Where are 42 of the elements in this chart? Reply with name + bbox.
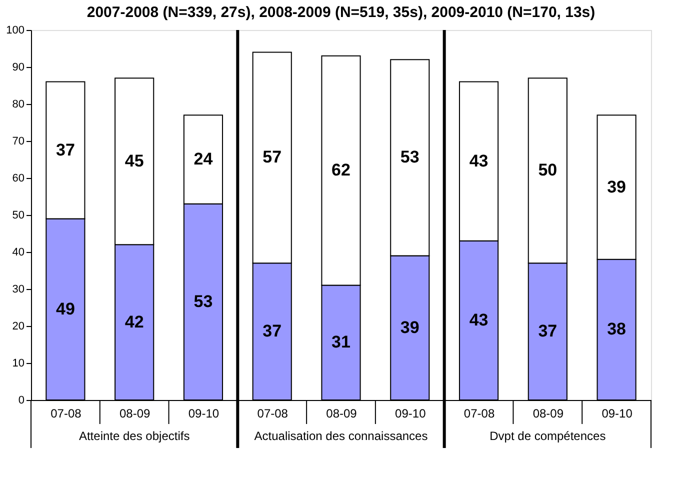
data-label: 38 xyxy=(607,320,626,339)
y-tick-label: 60 xyxy=(12,172,24,184)
x-tick-label: 08-09 xyxy=(326,406,358,420)
x-tick-label: 08-09 xyxy=(532,406,564,420)
data-label: 37 xyxy=(538,322,558,341)
y-tick-label: 30 xyxy=(12,284,24,296)
y-tick-label: 100 xyxy=(6,24,24,36)
x-tick-label: 09-10 xyxy=(602,406,633,420)
x-tick-label: 07-08 xyxy=(464,406,495,420)
data-label: 31 xyxy=(332,332,350,352)
text: Atteinte des objectifs xyxy=(78,429,190,443)
data-label: 50 xyxy=(538,160,558,180)
data-label: 57 xyxy=(262,148,282,167)
data-label: 37 xyxy=(56,140,75,160)
data-label: 62 xyxy=(332,160,350,180)
x-tick-label: 07-08 xyxy=(257,406,288,420)
data-label: 43 xyxy=(469,151,488,170)
x-tick-label: 09-10 xyxy=(395,406,426,420)
x-tick-label: 07-08 xyxy=(50,406,82,420)
x-tick-label: 09-10 xyxy=(188,406,220,420)
data-label: 42 xyxy=(124,312,144,332)
text: Dvpt de compétences xyxy=(490,429,606,443)
data-label: 45 xyxy=(124,151,144,170)
y-tick-label: 40 xyxy=(12,246,24,258)
y-tick-label: 0 xyxy=(18,394,24,406)
y-tick-label: 20 xyxy=(12,320,24,332)
data-label: 24 xyxy=(194,150,214,168)
data-label: 37 xyxy=(262,322,282,341)
y-tick-label: 80 xyxy=(12,98,24,110)
text: Actualisation des connaissances xyxy=(254,429,428,443)
data-label: 53 xyxy=(194,292,213,311)
y-tick-label: 10 xyxy=(12,358,24,370)
data-label: 39 xyxy=(607,177,626,196)
data-label: 49 xyxy=(56,299,75,318)
chart-title: 2007-2008 (N=339, 27s), 2008-2009 (N=519, 35s), 2009-2010 (N=170, 13s) xyxy=(86,4,596,21)
x-tick-label: 08-09 xyxy=(119,406,150,420)
y-tick-label: 90 xyxy=(12,62,24,74)
data-label: 39 xyxy=(400,318,420,337)
data-label: 43 xyxy=(469,310,488,330)
y-tick-label: 50 xyxy=(12,210,24,222)
data-label: 53 xyxy=(400,148,420,167)
y-tick-label: 70 xyxy=(12,136,24,148)
